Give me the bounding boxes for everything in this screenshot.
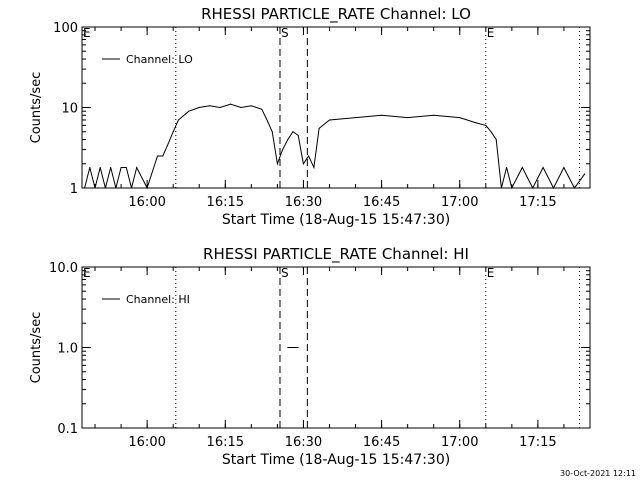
panel-2-plot-frame — [81, 266, 591, 429]
panel-1-data-point — [532, 187, 534, 189]
panel-1-data-point — [459, 117, 461, 119]
panel-2-x-tick-label: 16:15 — [207, 435, 244, 450]
panel-1-data-point — [146, 187, 148, 189]
panel-2-x-axis-label: Start Time (18-Aug-15 15:47:30) — [222, 452, 450, 468]
panel-1-data-point — [318, 127, 320, 129]
panel-1-data-point — [521, 166, 523, 168]
panel-2-data-point — [287, 347, 289, 348]
panel-1-data-point — [355, 117, 357, 119]
panel-1-data-point — [167, 143, 169, 145]
panel-1-data-point — [157, 155, 159, 157]
panel-1-y-tick-label: 100 — [53, 21, 78, 36]
panel-1-data-point — [84, 187, 86, 189]
footer-timestamp: 30-Oct-2021 12:11 — [560, 469, 636, 478]
panel-1-x-tick-label: 16:45 — [363, 195, 400, 210]
panel-1-series-line — [84, 103, 586, 190]
panel-1-data-point — [110, 166, 112, 168]
panel-1-data-point — [120, 166, 122, 168]
panel-2-event-marker-label: S — [281, 266, 289, 280]
panel-1-data-point — [313, 166, 315, 168]
panel-1-data-point — [474, 122, 476, 124]
panel-1-data-point — [297, 134, 299, 136]
panel-1-data-point — [136, 166, 138, 168]
panel-1-data-point — [172, 131, 174, 133]
panel-1-y-axis-label: Counts/sec — [29, 72, 44, 144]
panel-1-data-point — [282, 149, 284, 151]
panel-1-y-tick-label: 1 — [70, 182, 78, 197]
panel-1-data-point — [500, 187, 502, 189]
panel-2-data-point — [297, 347, 299, 348]
panel-1-data-point — [177, 119, 179, 121]
panel-1-data-point — [198, 107, 200, 108]
panel-1-y-tick-label: 10 — [61, 102, 78, 117]
panel-1-plot-frame — [81, 26, 591, 189]
panel-2-event-marker-label: E — [487, 266, 495, 280]
panel-1-data-point — [381, 114, 383, 116]
panel-1-data-point — [407, 117, 409, 119]
panel-1-data-point — [115, 187, 117, 189]
panel-1-event-marker-label: E — [487, 26, 495, 40]
panel-1-x-tick-label: 16:15 — [207, 195, 244, 210]
panel-2-event-marker-label: E — [83, 266, 91, 280]
panel-1-data-point — [542, 166, 544, 168]
panel-1-data-point — [99, 166, 101, 168]
panel-1-chart-title: RHESSI PARTICLE_RATE Channel: LO — [201, 5, 471, 24]
panel-1-x-tick-label: 17:15 — [519, 195, 556, 210]
panel-1-event-marker-label: E — [83, 26, 91, 40]
panel-1-data-point — [495, 139, 497, 141]
panel-1-data-point — [162, 155, 164, 157]
panel-2-y-tick-label: 10.0 — [49, 261, 78, 276]
panel-1-data-point — [271, 131, 273, 133]
panel-2-chart-title: RHESSI PARTICLE_RATE Channel: HI — [203, 245, 469, 264]
panel-1-x-tick-label: 17:00 — [441, 195, 478, 210]
panel-1-data-point — [485, 124, 487, 126]
panel-2-legend-label: Channel: HI — [126, 293, 190, 306]
panel-1-data-point — [229, 103, 231, 105]
panel-1-data-point — [209, 105, 211, 107]
panel-1-data-point — [308, 155, 310, 157]
panel-1-data-point — [563, 166, 565, 168]
panel-1-data-point — [584, 173, 586, 175]
panel-2-x-tick-label: 17:00 — [441, 435, 478, 450]
panel-1-data-point — [276, 163, 278, 165]
panel-1-data-point — [266, 119, 268, 121]
panel-1-data-point — [553, 187, 555, 189]
panel-2-y-axis-label: Counts/sec — [29, 312, 44, 384]
panel-1-data-point — [250, 105, 252, 107]
panel-1-data-point — [511, 187, 513, 189]
panel-1-data-point — [287, 139, 289, 141]
panel-1-data-point — [89, 166, 91, 168]
panel-1-data-point — [506, 166, 508, 168]
panel-1-data-point — [490, 131, 492, 133]
panel-1-data-point — [261, 108, 263, 110]
panel-1-data-point — [292, 131, 294, 133]
panel-1-data-point — [104, 187, 106, 189]
panel-1-data-point — [240, 107, 242, 108]
panel-1-data-point — [302, 163, 304, 165]
panel-1-data-point — [188, 110, 190, 112]
panel-1-data-point — [573, 187, 575, 189]
panel-1-data-point — [130, 187, 132, 189]
panel-1-data-point — [125, 166, 127, 168]
panel-1-data-point — [219, 107, 221, 108]
panel-1-x-axis-label: Start Time (18-Aug-15 15:47:30) — [222, 212, 450, 228]
panel-1-data-point — [328, 119, 330, 121]
panel-1-data-point — [94, 187, 96, 189]
panel-1-x-tick-label: 16:00 — [128, 195, 165, 210]
panel-2-x-tick-label: 16:45 — [363, 435, 400, 450]
panel-1-data-point — [433, 114, 435, 116]
panel-2-y-tick-label: 1.0 — [57, 342, 78, 357]
panel-1-event-marker-label: S — [281, 26, 289, 40]
panel-1-x-tick-label: 16:30 — [285, 195, 322, 210]
panel-1-legend-label: Channel: LO — [126, 53, 193, 66]
panel-2-x-tick-label: 16:30 — [285, 435, 322, 450]
panel-2-x-tick-label: 17:15 — [519, 435, 556, 450]
panel-2-x-tick-label: 16:00 — [128, 435, 165, 450]
panel-2-y-tick-label: 0.1 — [57, 422, 78, 437]
